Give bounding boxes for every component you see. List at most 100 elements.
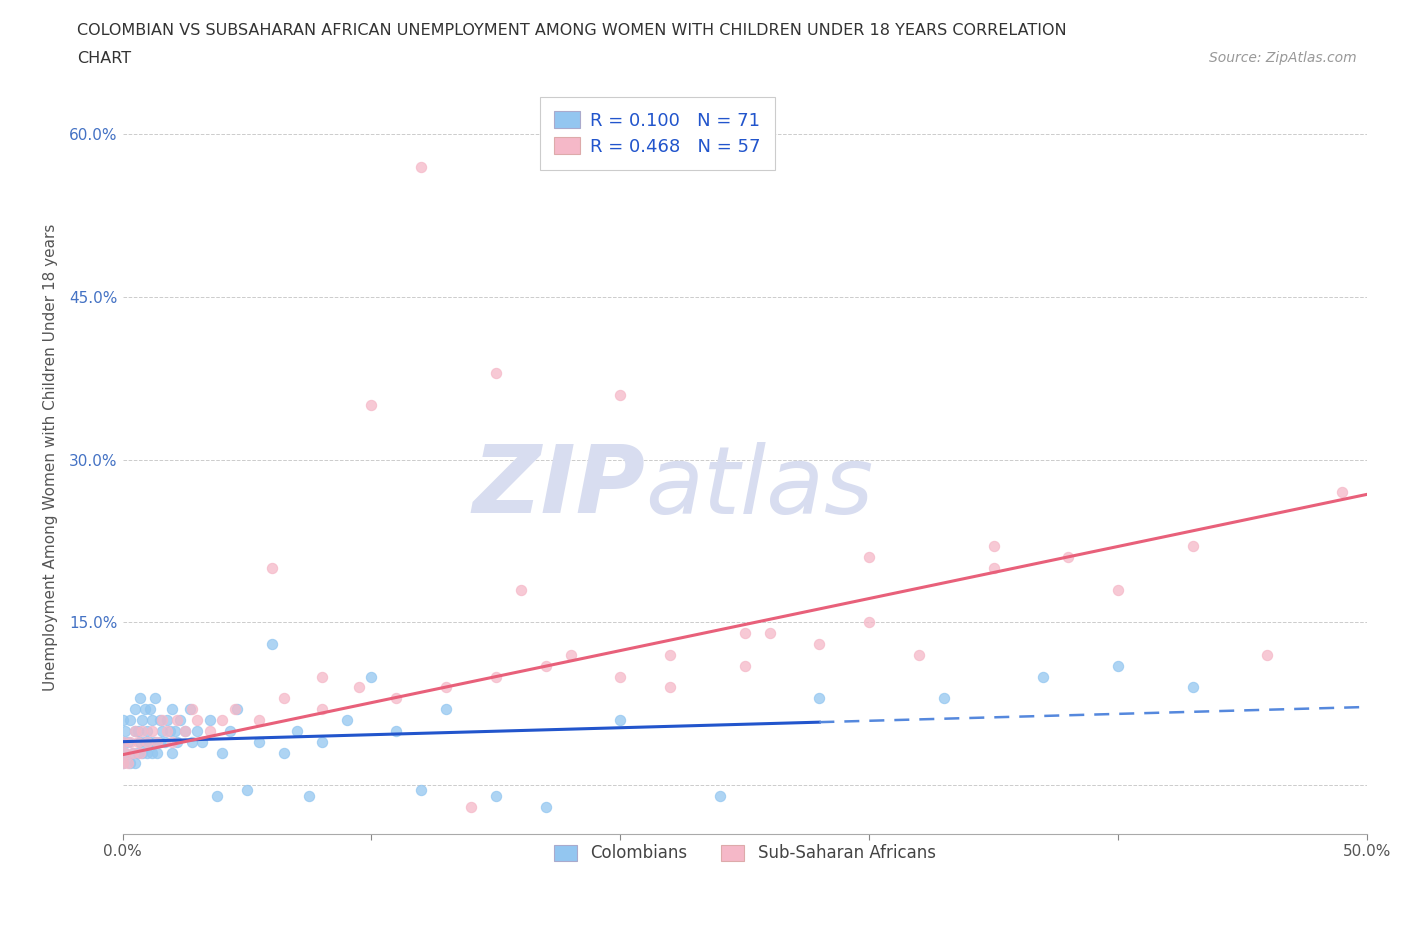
Point	[534, 658, 557, 673]
Point	[124, 756, 146, 771]
Point	[131, 724, 153, 738]
Point	[858, 550, 880, 565]
Point	[260, 561, 283, 576]
Point	[143, 735, 166, 750]
Legend: Colombians, Sub-Saharan Africans: Colombians, Sub-Saharan Africans	[546, 836, 943, 870]
Point	[236, 783, 259, 798]
Point	[146, 735, 169, 750]
Point	[560, 647, 582, 662]
Y-axis label: Unemployment Among Women with Children Under 18 years: Unemployment Among Women with Children U…	[44, 223, 58, 691]
Point	[162, 745, 184, 760]
Point	[709, 789, 731, 804]
Point	[509, 582, 531, 597]
Point	[659, 680, 682, 695]
Point	[111, 712, 134, 727]
Point	[360, 398, 382, 413]
Point	[434, 702, 457, 717]
Point	[139, 702, 162, 717]
Point	[111, 756, 134, 771]
Point	[434, 680, 457, 695]
Point	[808, 637, 831, 652]
Point	[1181, 680, 1204, 695]
Point	[121, 745, 143, 760]
Point	[162, 702, 184, 717]
Point	[534, 799, 557, 814]
Point	[659, 647, 682, 662]
Point	[211, 745, 233, 760]
Point	[166, 712, 188, 727]
Point	[166, 735, 188, 750]
Point	[460, 799, 482, 814]
Point	[120, 756, 142, 771]
Point	[411, 783, 433, 798]
Point	[179, 702, 201, 717]
Point	[298, 789, 321, 804]
Point	[273, 745, 295, 760]
Point	[249, 735, 271, 750]
Point	[114, 724, 136, 738]
Point	[169, 712, 191, 727]
Point	[198, 712, 221, 727]
Point	[191, 735, 214, 750]
Point	[198, 724, 221, 738]
Point	[127, 745, 149, 760]
Point	[347, 680, 370, 695]
Text: atlas: atlas	[645, 442, 873, 533]
Point	[311, 702, 333, 717]
Point	[273, 691, 295, 706]
Point	[127, 724, 149, 738]
Point	[205, 789, 228, 804]
Point	[136, 745, 159, 760]
Point	[129, 735, 152, 750]
Point	[141, 712, 163, 727]
Point	[163, 724, 186, 738]
Point	[124, 724, 146, 738]
Point	[1181, 539, 1204, 554]
Point	[983, 561, 1005, 576]
Text: CHART: CHART	[77, 51, 131, 66]
Point	[131, 712, 153, 727]
Point	[285, 724, 308, 738]
Point	[734, 626, 756, 641]
Point	[1057, 550, 1080, 565]
Point	[152, 712, 174, 727]
Point	[124, 702, 146, 717]
Point	[260, 637, 283, 652]
Point	[485, 365, 508, 380]
Point	[1032, 670, 1054, 684]
Point	[311, 735, 333, 750]
Point	[1330, 485, 1353, 499]
Point	[211, 712, 233, 727]
Point	[124, 724, 146, 738]
Point	[385, 724, 408, 738]
Point	[1256, 647, 1278, 662]
Point	[149, 712, 172, 727]
Point	[360, 670, 382, 684]
Point	[139, 735, 162, 750]
Point	[129, 691, 152, 706]
Point	[609, 670, 631, 684]
Point	[156, 724, 179, 738]
Point	[149, 735, 172, 750]
Point	[335, 712, 357, 727]
Point	[141, 724, 163, 738]
Point	[141, 745, 163, 760]
Point	[226, 702, 249, 717]
Point	[120, 712, 142, 727]
Point	[249, 712, 271, 727]
Text: ZIP: ZIP	[472, 441, 645, 533]
Point	[129, 745, 152, 760]
Point	[224, 702, 246, 717]
Point	[983, 539, 1005, 554]
Point	[121, 745, 143, 760]
Point	[218, 724, 240, 738]
Point	[1107, 658, 1129, 673]
Point	[111, 756, 134, 771]
Point	[186, 712, 208, 727]
Point	[117, 735, 139, 750]
Point	[120, 735, 142, 750]
Point	[485, 670, 508, 684]
Point	[932, 691, 955, 706]
Point	[134, 702, 156, 717]
Point	[411, 159, 433, 174]
